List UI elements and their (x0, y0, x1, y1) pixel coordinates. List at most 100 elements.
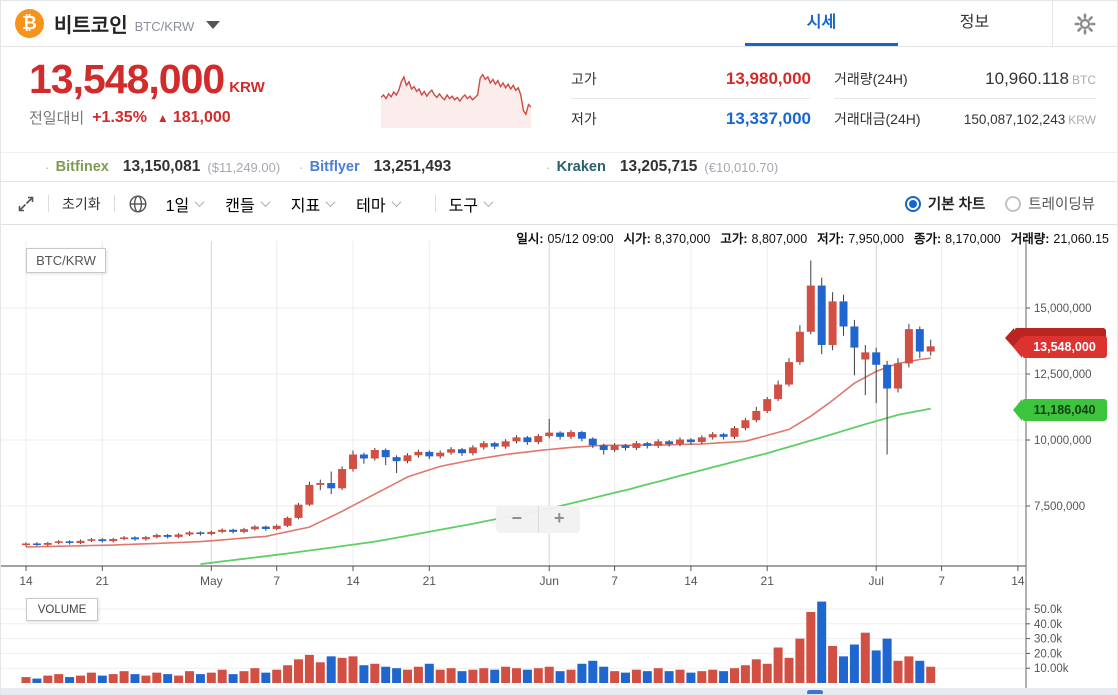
exchange-price: 13,205,715 (619, 158, 698, 175)
radio-selected-icon (904, 195, 921, 212)
globe-button[interactable] (128, 194, 148, 214)
svg-text:21: 21 (423, 574, 437, 588)
chevron-down-icon (194, 197, 205, 208)
svg-text:50.0k: 50.0k (1034, 604, 1062, 616)
divider (48, 195, 49, 212)
app-header: ₿ 비트코인 BTC/KRW 시세 정보 (1, 1, 1117, 47)
bullet-icon: · (45, 159, 50, 175)
high-low-stats: 고가 13,980,000 저가 13,337,000 (571, 59, 811, 139)
current-price-badge: 13,548,000 (1022, 336, 1107, 358)
svg-text:15,000,000: 15,000,000 (1034, 303, 1092, 315)
svg-text:20.0k: 20.0k (1034, 648, 1062, 660)
radio-tradingview[interactable]: 트레이딩뷰 (1005, 193, 1095, 214)
svg-text:May: May (200, 574, 223, 588)
volume-unit: BTC (1072, 72, 1096, 87)
symbol-label-box: BTC/KRW (26, 248, 106, 273)
zoom-out-button[interactable]: − (511, 508, 522, 528)
exchange-price-usd: ($11,249.00) (207, 159, 281, 175)
reset-chart-button[interactable]: 초기화 (62, 195, 101, 212)
svg-text:Jul: Jul (869, 574, 884, 588)
change-up-arrow-icon: ▲ (156, 110, 169, 125)
coin-select-dropdown-icon[interactable] (206, 21, 221, 29)
ohlc-info-line: 일시: 05/12 09:00 시가: 8,370,000 고가: 8,807,000 저가… (516, 232, 1109, 246)
menu-candle-type[interactable]: 캔들 (225, 192, 271, 216)
chart-scrollbar (1, 688, 1117, 694)
ticker-item-bitfinex[interactable]: · Bitfinex 13,150,081 ($11,249.00) (45, 153, 280, 181)
current-price: 13,548,000 (29, 56, 225, 102)
exchange-price-eur: (€10,010.70) (704, 159, 779, 175)
candlestick-chart[interactable]: 15,000,000 12,500,000 10,000,000 7,500,000 5… (1, 225, 1118, 695)
chart-mode-switch: 기본 차트 트레이딩뷰 (904, 193, 1101, 214)
svg-text:7: 7 (611, 574, 618, 588)
svg-text:14: 14 (19, 574, 33, 588)
svg-text:14: 14 (346, 574, 360, 588)
divider (113, 195, 115, 212)
menu-tools[interactable]: 도구 (449, 192, 494, 216)
ticker-item-bitflyer[interactable]: · Bitflyer 13,251,493 (299, 153, 458, 181)
chart-toolbar: 초기화 1일 캔들 지표 테마 도구 기본 차트 트레이딩뷰 (1, 183, 1117, 225)
svg-text:14: 14 (1011, 574, 1025, 588)
svg-text:14: 14 (684, 574, 698, 588)
svg-text:7,500,000: 7,500,000 (1034, 501, 1085, 513)
exchange-price: 13,150,081 (122, 158, 201, 175)
svg-text:7: 7 (938, 574, 945, 588)
bullet-icon: · (299, 159, 304, 175)
price-summary-section: 13,548,000 KRW 전일대비 +1.35% ▲ 181,000 고가 … (1, 47, 1117, 152)
low-row: 저가 13,337,000 (571, 99, 811, 139)
volume-stats: 거래량(24H) 10,960.118 BTC 거래대금(24H) 150,087… (834, 59, 1096, 139)
volume-row: 거래량(24H) 10,960.118 BTC (834, 59, 1096, 99)
bullet-icon: · (546, 159, 551, 175)
coin-pair: BTC/KRW (134, 18, 195, 34)
high-label: 고가 (571, 70, 597, 87)
amount-unit: KRW (1068, 112, 1096, 127)
amount-label: 거래대금(24H) (834, 111, 921, 127)
ma-line-short (25, 357, 931, 548)
fullscreen-button[interactable] (17, 195, 35, 213)
chevron-down-icon (483, 197, 494, 208)
settings-button[interactable] (1052, 1, 1117, 46)
ticker-item-kraken[interactable]: · Kraken 13,205,715 (€10,010.70) (546, 153, 778, 181)
ma-price-badge: 11,186,040 (1022, 399, 1107, 421)
header-tabs: 시세 정보 (745, 1, 1051, 46)
volume-value: 10,960.118 BTC (985, 68, 1096, 88)
volume-label-box: VOLUME (26, 598, 98, 621)
candles-layer (22, 260, 935, 547)
volume-layer (21, 601, 936, 683)
zoom-controls: − + (496, 506, 580, 533)
expand-icon (18, 196, 34, 211)
menu-theme[interactable]: 테마 (356, 192, 402, 216)
chevron-down-icon (325, 197, 336, 208)
radio-unselected-icon (1005, 195, 1022, 212)
change-amount: 181,000 (172, 108, 231, 126)
amount-value: 150,087,102,243 KRW (963, 111, 1096, 127)
coin-name: 비트코인 (54, 15, 128, 37)
volume-label: 거래량(24H) (834, 70, 908, 87)
exchange-name: Bitfinex (55, 159, 109, 175)
exchange-name: Kraken (556, 159, 606, 175)
radio-basic-chart[interactable]: 기본 차트 (904, 193, 985, 214)
svg-text:7: 7 (273, 574, 280, 588)
gear-icon (1074, 12, 1096, 35)
zoom-in-button[interactable]: + (537, 506, 581, 533)
low-value: 13,337,000 (725, 109, 811, 128)
high-row: 고가 13,980,000 (571, 59, 811, 99)
svg-text:40.0k: 40.0k (1034, 619, 1062, 631)
divider (434, 195, 436, 212)
low-label: 저가 (571, 111, 597, 127)
exchange-price: 13,251,493 (373, 158, 452, 175)
tab-info[interactable]: 정보 (959, 14, 990, 31)
menu-interval[interactable]: 1일 (166, 192, 205, 216)
ma-line-long (200, 407, 931, 565)
chart-region: 15,000,000 12,500,000 10,000,000 7,500,000 5… (1, 225, 1118, 695)
tab-price[interactable]: 시세 (745, 1, 898, 46)
high-value: 13,980,000 (725, 68, 811, 88)
svg-text:21: 21 (96, 574, 110, 588)
mini-sparkline-chart (380, 73, 532, 128)
menu-indicators[interactable]: 지표 (291, 192, 336, 216)
svg-text:10.00k: 10.00k (1034, 663, 1069, 675)
change-label: 전일대비 (29, 110, 85, 127)
svg-text:30.0k: 30.0k (1034, 634, 1062, 646)
svg-text:Jun: Jun (540, 574, 559, 588)
chart-scrollbar-handle[interactable] (807, 689, 823, 694)
